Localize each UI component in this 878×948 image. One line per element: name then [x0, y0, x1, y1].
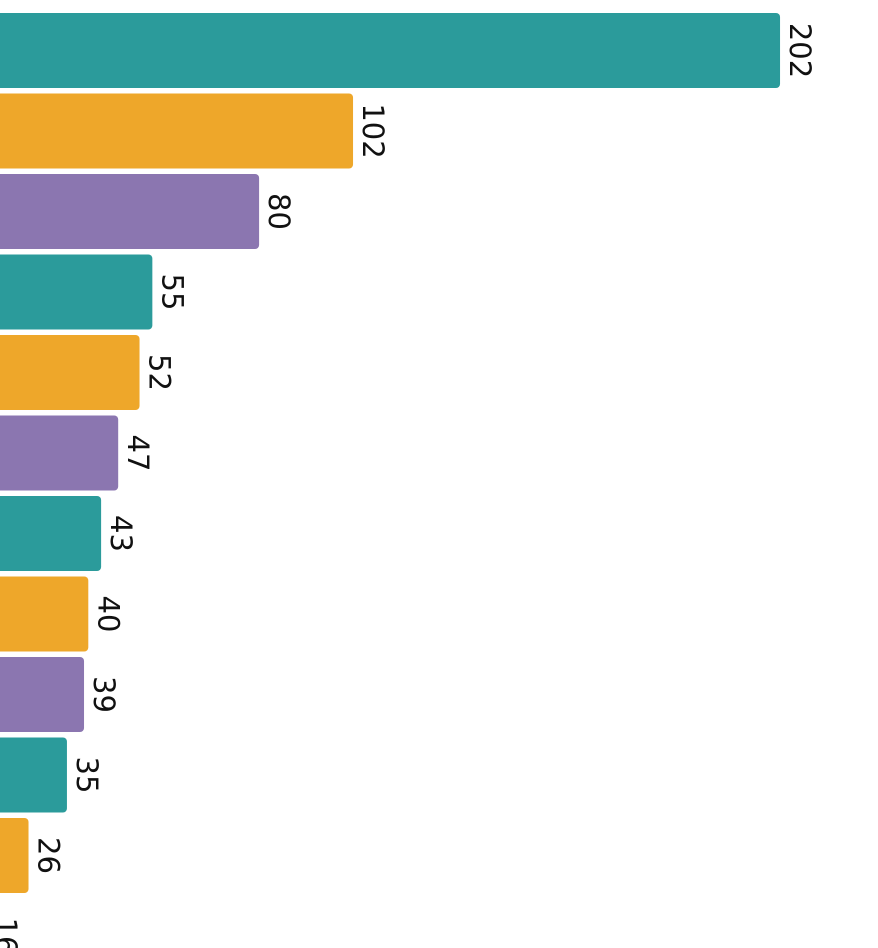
value-label: 40	[91, 596, 125, 633]
value-label: 26	[32, 837, 66, 874]
bar	[0, 496, 102, 571]
bar	[0, 576, 89, 652]
bar	[0, 415, 119, 491]
value-label: 80	[262, 193, 296, 230]
bar	[0, 737, 67, 813]
bar	[0, 657, 85, 732]
bar	[0, 254, 153, 330]
value-label: 43	[104, 515, 138, 552]
value-label: 39	[87, 676, 121, 713]
bar	[0, 335, 140, 410]
bar	[0, 174, 260, 249]
value-label: 35	[70, 757, 104, 794]
value-label: 102	[356, 103, 390, 158]
bar	[0, 13, 781, 88]
bar	[0, 93, 354, 169]
value-label: 202	[783, 23, 817, 78]
value-label: 47	[121, 435, 155, 472]
value-label: 55	[155, 274, 189, 311]
bar	[0, 818, 29, 893]
value-label: 16	[0, 918, 23, 948]
value-label: 52	[143, 354, 177, 391]
